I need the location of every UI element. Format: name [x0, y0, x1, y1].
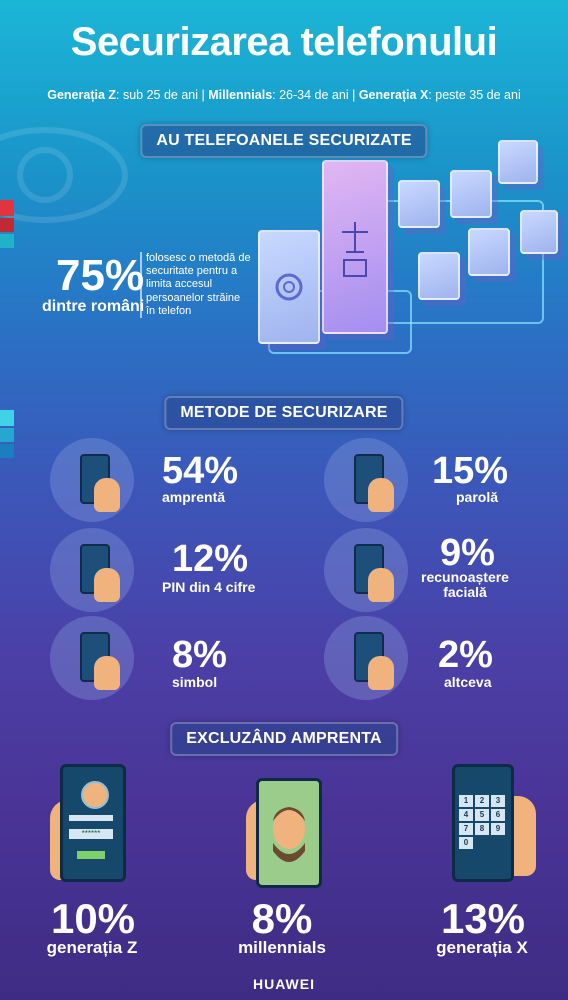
hand-icon [368, 478, 394, 512]
password-field: ****** [69, 829, 113, 839]
pin-key: 2 [475, 795, 489, 807]
blank-phone-icon [324, 616, 408, 700]
pin-key: 9 [491, 823, 505, 835]
method-percent: 8% [172, 634, 227, 676]
hand-icon [94, 656, 120, 690]
face-phone-icon [256, 778, 322, 888]
hand-icon [368, 656, 394, 690]
image-icon [398, 180, 440, 228]
login-button-icon [77, 851, 105, 859]
group-percent: 13% [440, 895, 526, 942]
background-red-layers-icon [0, 200, 14, 260]
group-label: generația X [436, 938, 528, 957]
millennials-label: Millennials [208, 88, 273, 102]
section-methods-heading: METODE DE SECURIZARE [164, 396, 404, 430]
gen-z-label: Generația Z [47, 88, 117, 102]
face-scan-icon [273, 807, 305, 862]
group-percent: 8% [251, 895, 313, 942]
method-label: altceva [444, 674, 492, 690]
gen-z-desc: : sub 25 de ani | [116, 88, 205, 102]
pin-key: 1 [459, 795, 473, 807]
hand-icon [94, 478, 120, 512]
brand-logo: HUAWEI [253, 976, 315, 992]
pin-key: 5 [475, 809, 489, 821]
method-label: PIN din 4 cifre [162, 579, 256, 595]
section-excluding-fingerprint-heading: EXCLUZÂND AMPRENTA [170, 722, 398, 756]
security-network-illustration [250, 140, 560, 390]
section1-divider [140, 252, 142, 318]
method-percent: 2% [438, 634, 493, 676]
method-label: recunoaștere facială [421, 569, 509, 601]
user-icon [450, 170, 492, 218]
group-percent: 10% [50, 895, 136, 942]
pin-key: 4 [459, 809, 473, 821]
pin-key: 7 [459, 823, 473, 835]
pin-key: 0 [459, 837, 473, 849]
group-label: generația Z [46, 938, 138, 957]
password-phone-icon [324, 438, 408, 522]
cloud-icon [468, 228, 510, 276]
background-eye-icon [0, 120, 130, 230]
pin-key: 8 [475, 823, 489, 835]
pin-key: 6 [491, 809, 505, 821]
pattern-phone-icon [50, 616, 134, 700]
secured-percent: 75% [56, 251, 145, 300]
gen-x-desc: : peste 35 de ani [428, 88, 521, 102]
document-icon [418, 252, 460, 300]
avatar-icon [81, 781, 109, 809]
pin-key: 3 [491, 795, 505, 807]
method-label: parolă [456, 489, 499, 505]
pin-phone-icon [50, 528, 134, 612]
fingerprint-phone-icon [50, 438, 134, 522]
method-percent: 9% [440, 532, 495, 574]
section-secured-heading: AU TELEFOANELE SECURIZATE [140, 124, 428, 158]
secured-note: folosesc o metodă de securitate pentru a… [146, 252, 251, 317]
face-phone-icon [324, 528, 408, 612]
page-title: Securizarea telefonului [70, 20, 498, 64]
method-percent: 12% [172, 538, 249, 580]
gen-x-label: Generația X [358, 88, 429, 102]
smartphone-icon [322, 160, 388, 334]
mail-icon [498, 140, 538, 184]
fingerprint-panel-icon [258, 230, 320, 344]
method-percent: 54% [162, 450, 239, 492]
background-cyan-layers-icon [0, 410, 14, 470]
group-label: millennials [238, 938, 326, 957]
hand-icon [94, 568, 120, 602]
method-percent: 15% [432, 450, 509, 492]
secured-subject: dintre români [42, 298, 145, 315]
millennials-desc: : 26-34 de ani | [272, 88, 356, 102]
method-label: amprentă [162, 489, 226, 505]
password-phone-icon: ****** [60, 764, 126, 882]
hand-icon [368, 568, 394, 602]
username-field-icon [69, 815, 113, 821]
subtitle-generations: Generația Z: sub 25 de ani | Millennials… [0, 88, 568, 102]
method-label: simbol [172, 674, 218, 690]
chat-icon [520, 210, 558, 254]
